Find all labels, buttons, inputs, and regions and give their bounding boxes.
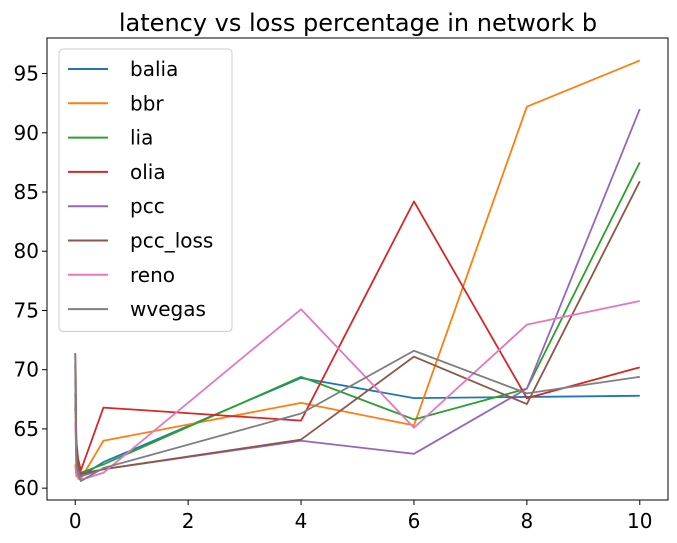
chart-title: latency vs loss percentage in network b xyxy=(119,9,597,37)
y-tick-label: 85 xyxy=(14,180,39,204)
legend-label-pcc_loss: pcc_loss xyxy=(130,229,213,253)
series-line-wvegas xyxy=(74,349,640,482)
y-tick-label: 80 xyxy=(14,239,39,263)
y-tick-label: 60 xyxy=(14,476,39,500)
legend-label-pcc: pcc xyxy=(130,194,165,218)
legend-box xyxy=(58,48,233,332)
y-tick-label: 65 xyxy=(14,417,39,441)
legend-label-lia: lia xyxy=(130,126,153,150)
y-tick-label: 95 xyxy=(14,62,39,86)
legend-label-balia: balia xyxy=(130,57,178,81)
y-tick-label: 90 xyxy=(14,121,39,145)
axis-ticks: 0 2 4 6 8 10 60 65 70 75 80 85 90 95 xyxy=(14,62,653,533)
legend-label-bbr: bbr xyxy=(130,91,164,115)
legend-label-wvegas: wvegas xyxy=(130,297,206,321)
y-tick-label: 75 xyxy=(14,298,39,322)
plot-frame xyxy=(46,37,669,501)
plot-area xyxy=(74,59,641,482)
x-tick-label: 10 xyxy=(627,509,652,533)
x-tick-label: 6 xyxy=(408,509,421,533)
x-tick-label: 4 xyxy=(295,509,308,533)
x-tick-label: 8 xyxy=(520,509,533,533)
legend-label-reno: reno xyxy=(130,263,175,287)
y-tick-label: 70 xyxy=(14,358,39,382)
legend-label-olia: olia xyxy=(130,160,166,184)
x-tick-label: 2 xyxy=(182,509,195,533)
x-tick-label: 0 xyxy=(69,509,82,533)
